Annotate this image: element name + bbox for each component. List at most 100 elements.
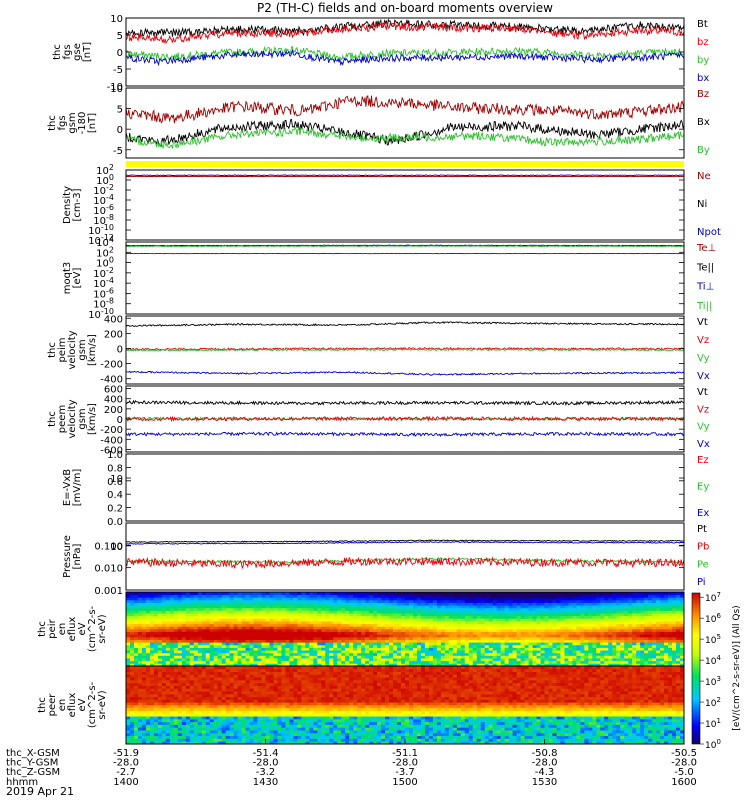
colorbar-tick-5: 103 [705, 675, 721, 688]
panel-1-ytick-4: -5 [113, 65, 123, 76]
spectrogram-10 [126, 666, 685, 745]
panel-2-ytick-3: 0 [117, 125, 123, 136]
xaxis-value: 1600 [671, 777, 696, 788]
panel-3-frame [125, 169, 685, 241]
panel-6-ytick-5: -200 [100, 425, 123, 436]
colorbar-tick-6: 102 [705, 696, 721, 709]
xaxis-value: -28.0 [113, 758, 139, 769]
panel-8-ytick-2: 0.010 [94, 564, 123, 575]
panel-8-legend-3: Pe [697, 559, 709, 570]
xaxis-value: 1400 [113, 777, 138, 788]
panel-6-ylabel-line: gsm [77, 408, 88, 429]
panel-8-ytick-3: 0.001 [94, 586, 123, 597]
panel-2-legend-2: Bx [697, 117, 710, 128]
panel-5-legend-1: Vt [697, 317, 708, 328]
panel-5-ytick-4: -200 [100, 360, 123, 371]
panel-5-ytick-3: 0 [117, 344, 123, 355]
panel-4-legend-3: Ti⊥ [696, 282, 714, 293]
panel-1-series-4 [125, 48, 685, 67]
panel-5-series-4 [125, 370, 685, 376]
xaxis-row-label-3: thc_Z-GSM [6, 767, 60, 778]
panel-2-ytick-1: 10 [110, 84, 123, 95]
panel-9-ylabel-line: eflux [67, 617, 78, 642]
panel-2-frame [125, 87, 685, 159]
colorbar: 107 106 105 104 103 102 101 100 [eV/(cm^2-s-sr-… [691, 591, 742, 751]
panel-6-ytick-1: 600 [104, 385, 123, 396]
panel-6-legend-3: Vy [697, 422, 710, 433]
panel-9-ylabel-line: sr-eV) [97, 614, 108, 643]
colorbar-tick-7: 101 [705, 717, 721, 730]
panel-5-ylabel-line: thc [47, 342, 58, 358]
panel-4-legend-1: Te⊥ [696, 243, 716, 254]
panel-5-ytick-1: 400 [104, 314, 123, 325]
panel-9-ylabel-line: (cm^2-s- [87, 605, 98, 652]
panel-1-ytick-5: -10 [107, 82, 123, 93]
panel-1-series-2 [125, 21, 685, 45]
panel-6-series-4 [125, 431, 685, 438]
panel-9-ylabel-line: peir [47, 618, 58, 638]
panel-8-frame [125, 522, 685, 591]
panel-4-legend-4: Ti|| [696, 301, 712, 312]
panel-7: 1.0 0.8 0.6 0.4 0.2 0.0 E=-VxB [mV/m] Ez Ey Ex [62, 450, 709, 528]
panel-8-legend-2: Pb [697, 542, 709, 553]
xaxis-value: -51.9 [113, 748, 139, 759]
panel-5-series-1 [125, 321, 685, 327]
panel-5-ylabel-line: velocity [67, 330, 78, 369]
panel-1-ytick-2: 5 [117, 31, 123, 42]
panel-1-legend-2: bz [697, 37, 709, 48]
panel-9: 10000100010010thcpeirenefluxeV(cm^2-s-sr… [37, 474, 685, 667]
status-bar [126, 161, 684, 167]
panel-2-ytick-2: 5 [117, 105, 123, 116]
panel-7-ytick-4: 0.4 [107, 490, 123, 501]
panel-6-legend-2: Vz [697, 404, 709, 415]
panel-2-series-2 [125, 119, 685, 147]
panel-5-ylabel-line: [km/s] [87, 334, 98, 366]
panel-5-legend-2: Vz [697, 335, 709, 346]
panel-2-ylabel-line: [nT] [87, 113, 98, 133]
xaxis-value: -50.8 [532, 748, 558, 759]
xaxis-value: 1430 [253, 777, 278, 788]
panel-3: 10210010-210-410-610-810-1010-12Density[… [62, 163, 721, 247]
panel-5: 400 200 0 -200 -400 thc peim velocity gsm [km/s] V… [47, 314, 710, 385]
panel-7-ytick-3: 0.6 [107, 477, 123, 488]
panel-3-legend-3: Npot [697, 227, 721, 238]
xaxis-value: -28.0 [532, 758, 558, 769]
panel-6-ytick-3: 200 [104, 405, 123, 416]
panel-5-legend-4: Vx [697, 371, 710, 382]
panel-4-series-1 [125, 244, 685, 247]
panel-6-ytick-7: -600 [100, 445, 123, 456]
xaxis-value: -3.2 [256, 767, 276, 778]
panel-3-series-1 [125, 174, 685, 177]
panel-7-legend-2: Ey [697, 482, 709, 493]
panel-8-series-1 [125, 539, 685, 544]
panel-4-ylabel-line: [eV] [72, 268, 83, 289]
xaxis-row-label-1: thc_X-GSM [6, 748, 60, 759]
xaxis-value: -51.1 [392, 748, 418, 759]
panel-7-ytick-2: 0.8 [107, 463, 123, 474]
xaxis-value: -3.7 [395, 767, 415, 778]
panel-7-legend-3: Ex [697, 508, 709, 519]
panel-2-legend-1: Bz [697, 89, 709, 100]
xaxis-value: 1530 [532, 777, 557, 788]
panel-6-ylabel-line: thc [47, 411, 58, 427]
colorbar-tick-2: 106 [705, 612, 721, 625]
panel-1-ytick-1: 10 [110, 14, 123, 25]
panel-4-ylabel-line: moqt3 [62, 262, 73, 295]
xaxis-value: -2.7 [116, 767, 136, 778]
panel-7-ylabel-line: E=-VxB [62, 469, 73, 506]
panel-8-series-2 [125, 541, 685, 545]
panel-5-series-3 [125, 348, 685, 352]
panel-6-legend-4: Vx [697, 439, 710, 450]
xaxis-value: -28.0 [253, 758, 279, 769]
panel-10: 10000100010010thcpeerenefluxeV(cm^2-s-sr… [37, 542, 685, 745]
panel-5-ytick-5: -400 [100, 375, 123, 386]
xaxis-value: -28.0 [671, 758, 697, 769]
panel-8-ytick-1: 0.100 [94, 541, 123, 552]
colorbar-tick-8: 100 [705, 738, 721, 751]
panel-5-ylabel-line: peim [57, 337, 68, 362]
panel-8-series-4 [125, 556, 685, 570]
xaxis-value: -50.5 [671, 748, 697, 759]
panel-10-ylabel-line: (cm^2-s- [87, 681, 98, 728]
panel-9-ytick-4: 10 [110, 474, 123, 485]
